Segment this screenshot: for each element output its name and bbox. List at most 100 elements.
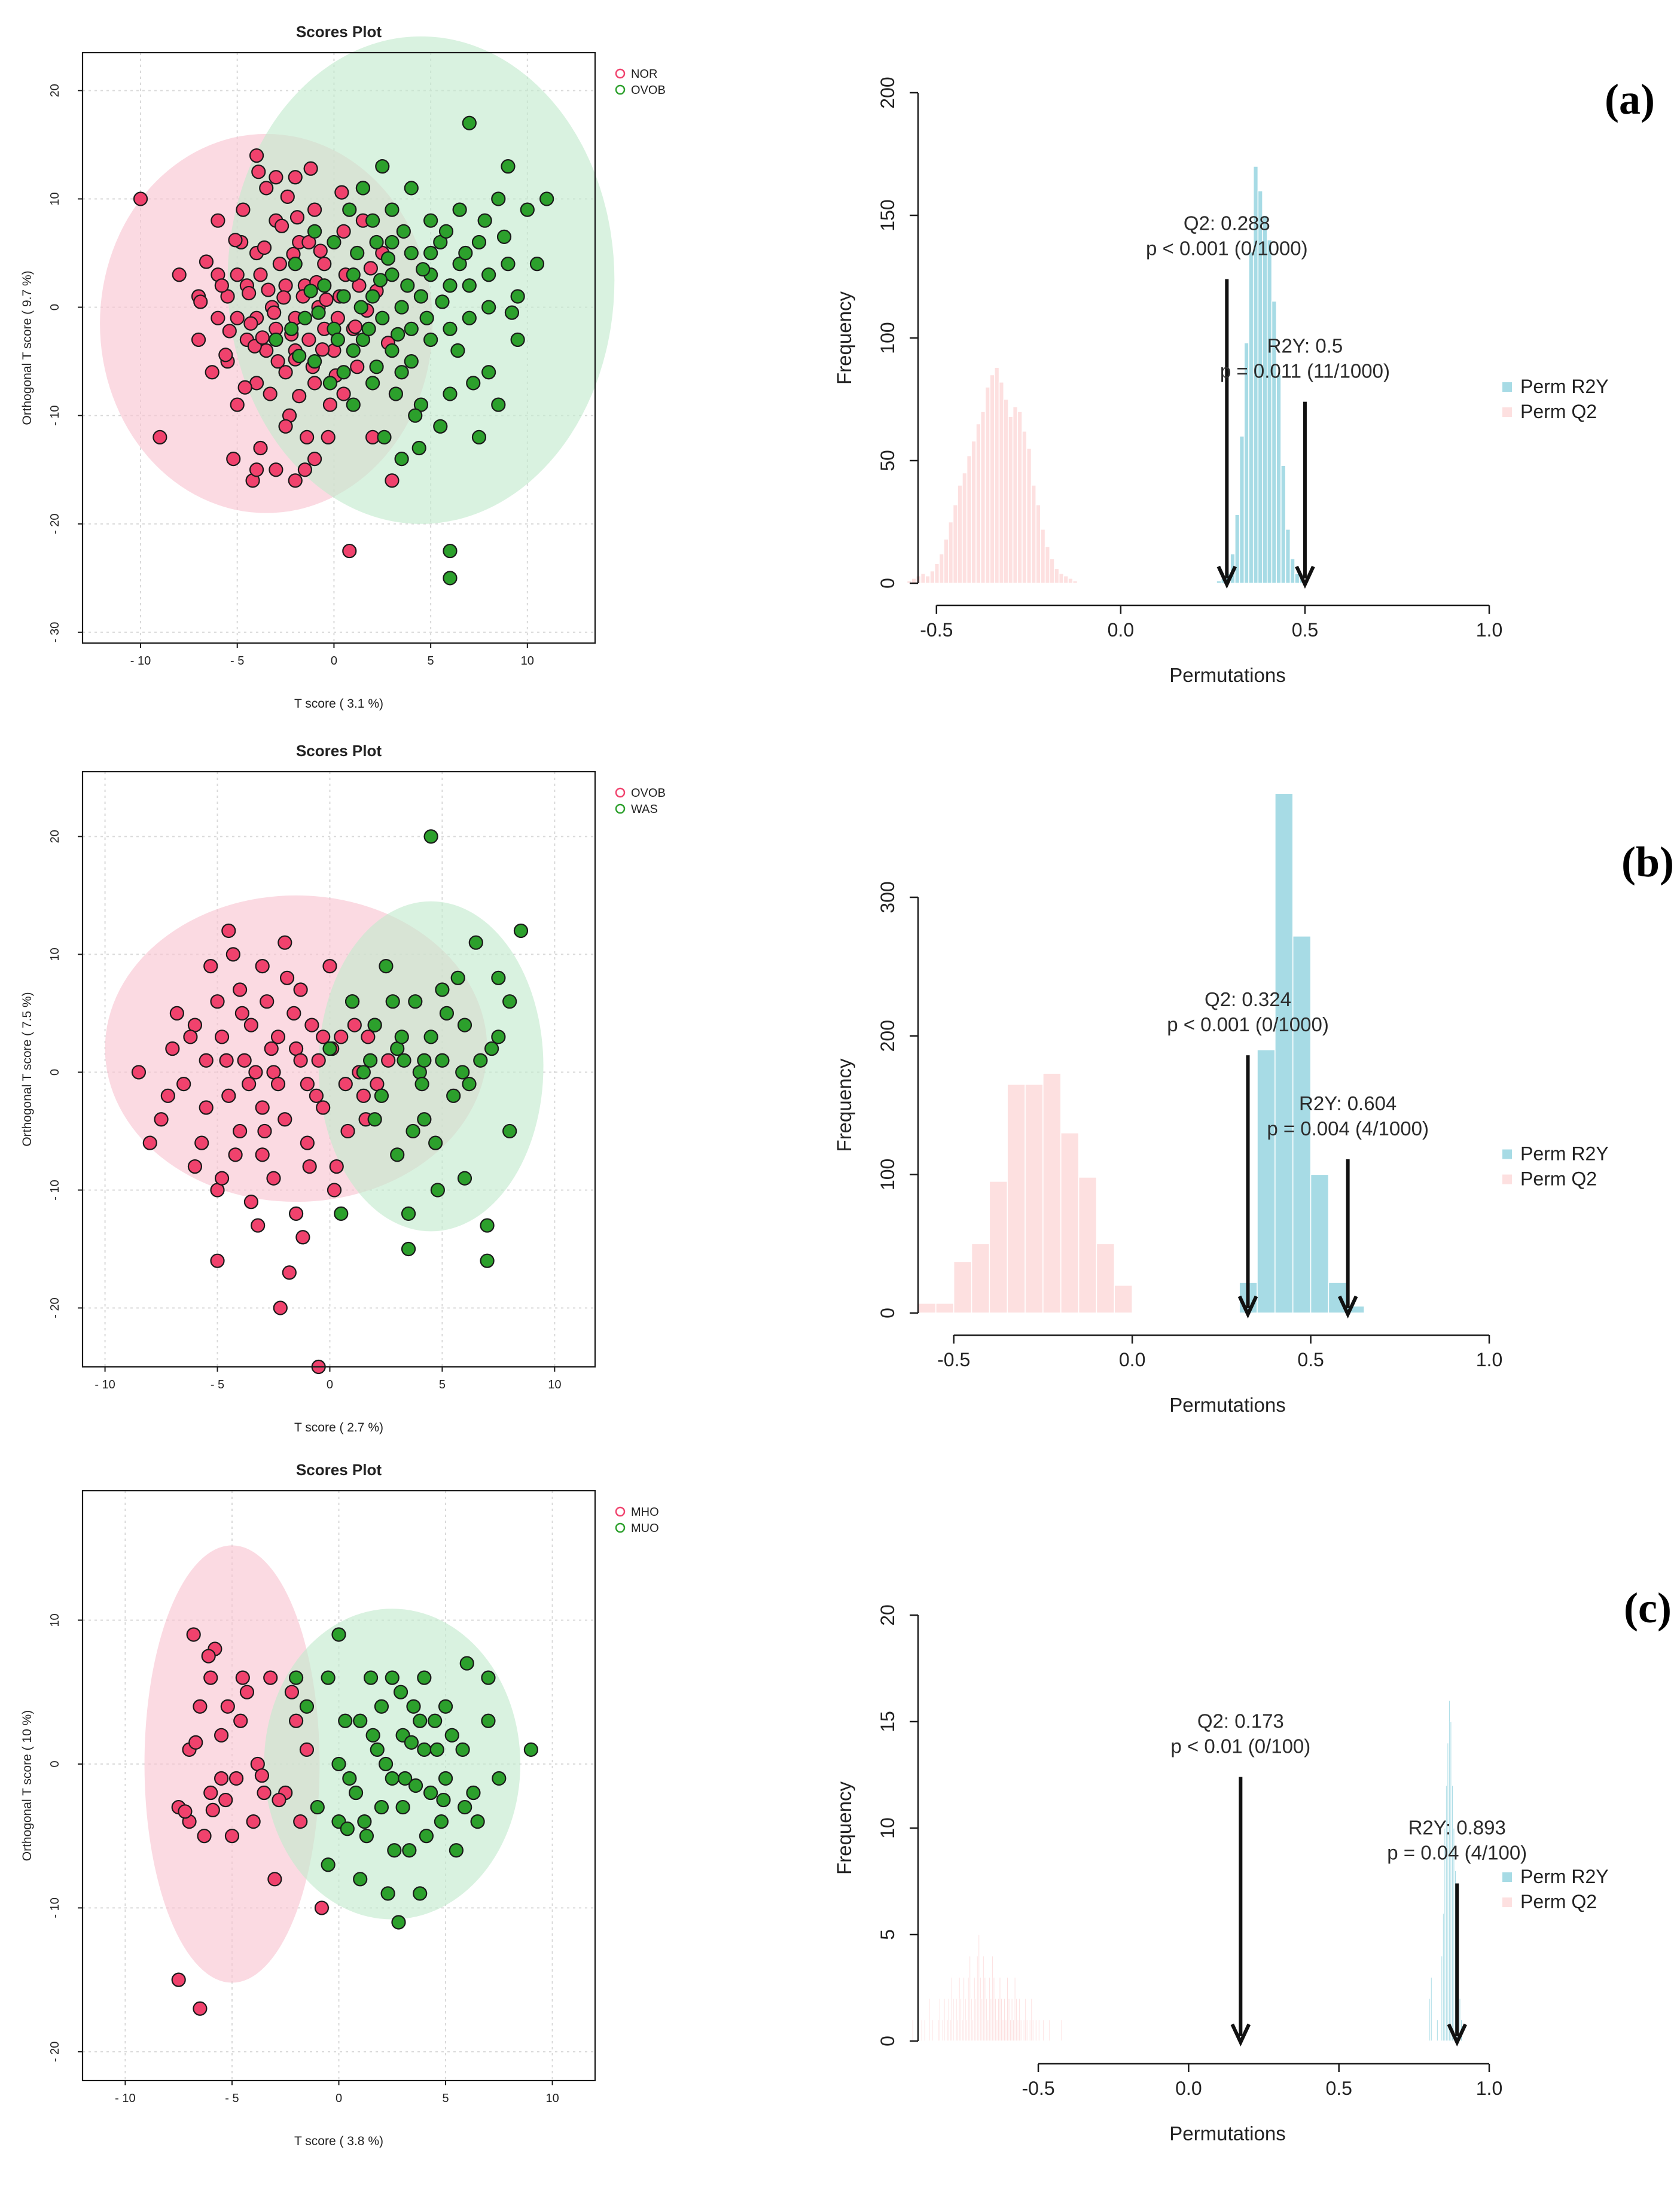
data-point-nor [242, 285, 257, 301]
data-point-mho [272, 1792, 286, 1808]
annotation-label: R2Y: 0.893 [1408, 1817, 1506, 1839]
histogram-bar-perm-q2 [929, 570, 935, 584]
data-point-nor [307, 202, 322, 217]
data-point-nor [342, 543, 357, 559]
histogram-bar-perm-q2 [1017, 411, 1023, 584]
histogram-bar-perm-q2 [1072, 580, 1078, 584]
annotation-label: Q2: 0.288 [1184, 212, 1270, 234]
data-point-nor [214, 278, 229, 293]
data-point-mho [288, 1713, 304, 1728]
annotation-arrow-head [1216, 565, 1237, 589]
data-point-nor [301, 332, 316, 348]
y-tick-label: 200 [877, 1020, 898, 1052]
data-point-muo [481, 1713, 496, 1728]
histogram-bar-perm-q2 [1026, 2019, 1029, 2042]
histogram-bar-perm-r2y [1234, 514, 1240, 584]
data-point-ovob [199, 1100, 214, 1115]
data-point-ovob [199, 1053, 214, 1068]
data-point-ovob [361, 321, 376, 336]
data-point-muo [423, 1785, 438, 1801]
y-tick-label: 20 [48, 830, 62, 843]
y-tick-label: 0 [877, 2036, 898, 2046]
data-point-nor [172, 267, 187, 282]
data-point-ovob [510, 289, 525, 304]
y-tick-label: 10 [877, 1817, 898, 1839]
data-point-ovob [404, 354, 419, 369]
data-point-muo [348, 1785, 364, 1801]
data-point-ovob [183, 1029, 198, 1044]
data-point-ovob [394, 365, 409, 380]
data-point-was [423, 829, 438, 844]
data-point-ovob [334, 1029, 349, 1044]
data-point-nor [321, 430, 336, 445]
data-point-ovob [154, 1112, 169, 1127]
histogram-bar-perm-q2 [1058, 572, 1065, 584]
data-point-ovob [273, 1300, 288, 1315]
confidence-ellipse-was [318, 901, 544, 1232]
data-point-nor [385, 473, 400, 488]
data-point-ovob [423, 213, 438, 228]
data-point-ovob [297, 310, 313, 325]
data-point-ovob [248, 1065, 263, 1080]
data-point-was [405, 1123, 420, 1139]
x-axis-label: Permutations [1169, 664, 1285, 686]
legend-marker-ovob [615, 787, 626, 798]
data-point-ovob [342, 202, 357, 217]
data-point-ovob [266, 1171, 281, 1186]
histogram-bar-perm-q2 [1035, 504, 1041, 584]
plot-frame [81, 770, 596, 1368]
data-point-ovob [353, 300, 368, 315]
data-point-ovob [242, 1077, 257, 1092]
histogram-bar-perm-q2 [920, 572, 926, 584]
data-point-ovob [160, 1088, 175, 1103]
data-point-nor [230, 310, 245, 325]
data-point-was [484, 1041, 499, 1056]
data-point-ovob [338, 1077, 353, 1092]
y-axis-label: Orthogonal T score ( 10 %) [20, 1710, 34, 1862]
histogram-bar-perm-q2 [975, 423, 981, 584]
legend-marker-muo [615, 1522, 626, 1533]
data-point-was [430, 1183, 445, 1198]
x-tick-label: 1.0 [1476, 1349, 1502, 1370]
data-point-was [374, 1088, 389, 1103]
histogram-bar-perm-q2 [1042, 2019, 1045, 2042]
data-point-ovob [443, 386, 458, 401]
data-point-muo [429, 1742, 444, 1757]
legend-label-ovob: OVOB [631, 787, 666, 800]
data-point-mho [201, 1649, 216, 1664]
x-axis-label: T score ( 3.1 %) [294, 697, 383, 711]
data-point-muo [353, 1713, 368, 1728]
data-point-ovob [501, 159, 516, 174]
histogram-bar-perm-q2 [1032, 2019, 1035, 2042]
data-point-ovob [302, 1159, 317, 1174]
histogram-bar-perm-r2y [1289, 558, 1295, 584]
y-tick-label: - 20 [48, 1297, 62, 1318]
data-point-ovob [317, 278, 332, 293]
y-tick-label: 0 [877, 578, 898, 589]
data-point-nor [278, 419, 293, 434]
data-point-nor [228, 233, 243, 248]
histogram-bar-perm-r2y [1248, 251, 1254, 584]
y-tick-label: - 20 [48, 514, 62, 534]
data-point-ovob [529, 257, 545, 272]
data-point-ovob [295, 1230, 310, 1245]
histogram-bar-perm-q2 [1026, 447, 1032, 584]
data-point-mho [193, 2001, 208, 2016]
data-point-muo [417, 1742, 432, 1757]
histogram-bar-perm-q2 [1038, 2019, 1041, 2042]
data-point-ovob [303, 284, 318, 298]
data-point-ovob [322, 376, 338, 391]
data-point-ovob [413, 289, 429, 304]
legend-swatch-perm-r2y [1502, 382, 1512, 392]
legend-label-muo: MUO [631, 1522, 659, 1535]
data-point-muo [449, 1843, 464, 1858]
data-point-ovob [165, 1041, 180, 1056]
data-point-ovob [228, 1147, 243, 1162]
data-point-nor [300, 430, 315, 445]
data-point-mho [214, 1728, 229, 1743]
y-axis-label: Orthogonal T score ( 7.5 %) [20, 992, 34, 1146]
data-point-ovob [330, 332, 345, 348]
data-point-ovob [233, 1123, 248, 1139]
data-point-ovob [327, 1183, 342, 1198]
data-point-ovob [293, 1053, 308, 1068]
